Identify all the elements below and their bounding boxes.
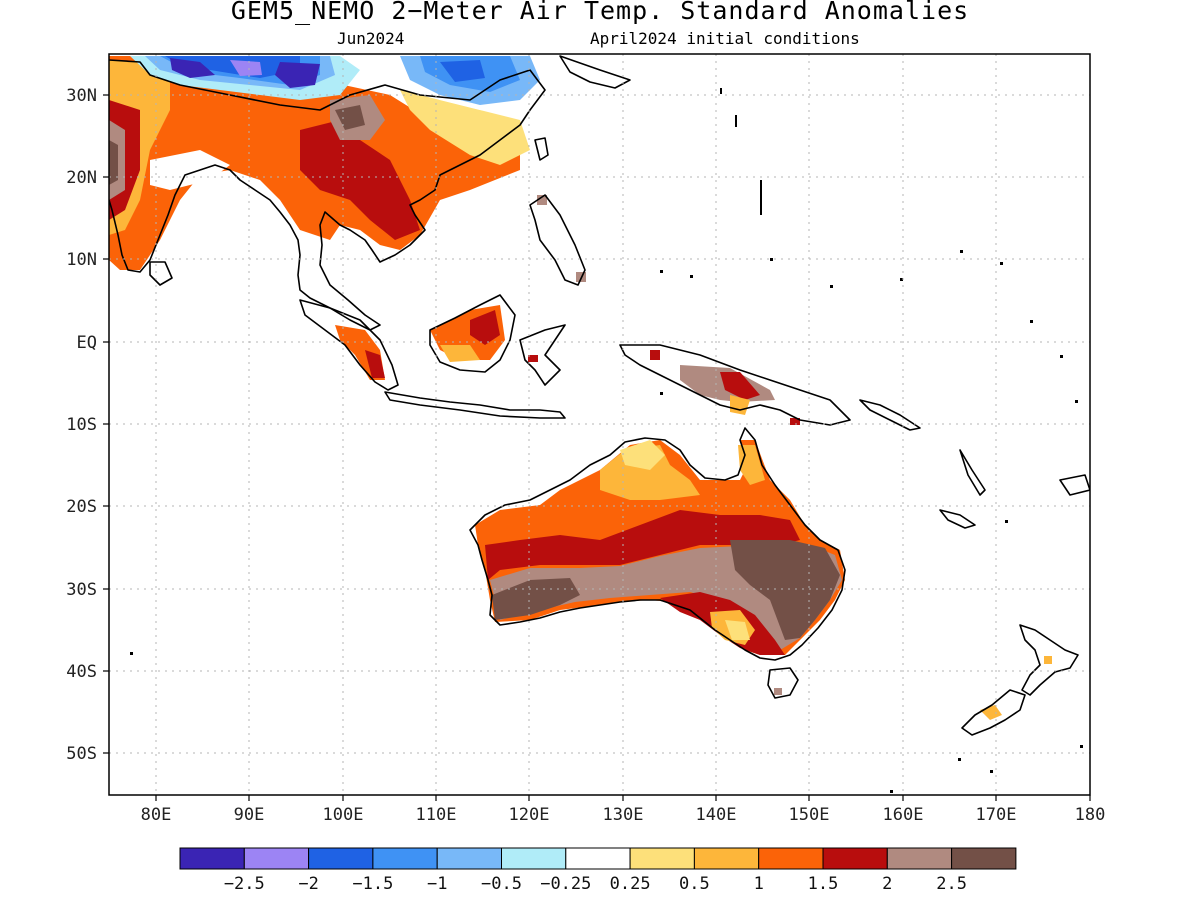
- colorbar-label: 1: [754, 874, 764, 894]
- map-title: GEM5_NEMO 2−Meter Air Temp. Standard Ano…: [230, 0, 970, 25]
- japan-coastline: [559, 55, 631, 89]
- vanuatu-coastline: [959, 449, 986, 496]
- colorbar-label: −2: [298, 874, 318, 894]
- longitude-labels: 80E 90E 100E 110E 120E 130E 140E 150E 16…: [141, 805, 1106, 825]
- sri-lanka-coastline: [149, 261, 173, 286]
- colorbar: [179, 847, 1017, 870]
- new-caledonia-coastline: [939, 509, 976, 529]
- colorbar-swatch: [822, 847, 888, 870]
- colorbar-label: −1.5: [352, 874, 393, 894]
- lon-tick-label: 160E: [883, 805, 924, 825]
- lon-tick-label: 80E: [141, 805, 172, 825]
- colorbar-swatch: [693, 847, 760, 870]
- java-coastline: [384, 391, 566, 419]
- lat-tick-label: EQ: [77, 333, 97, 353]
- lat-tick-label: 30S: [66, 580, 97, 600]
- tasmania-coastline: [767, 667, 799, 699]
- colorbar-labels: −2.5 −2 −1.5 −1 −0.5 −0.25 0.25 0.5 1 1.5 2 2.5: [224, 874, 967, 894]
- colorbar-label: −0.5: [481, 874, 522, 894]
- colorbar-swatch: [951, 847, 1017, 870]
- lat-tick-label: 10N: [66, 250, 97, 270]
- colorbar-swatch: [565, 847, 631, 870]
- colorbar-swatch: [308, 847, 374, 870]
- colorbar-label: −1: [427, 874, 447, 894]
- colorbar-label: 1.5: [808, 874, 839, 894]
- colorbar-swatch: [372, 847, 438, 870]
- colorbar-label: 2.5: [936, 874, 967, 894]
- new-guinea-coastline: [619, 344, 851, 426]
- lat-tick-label: 20S: [66, 497, 97, 517]
- small-islands: [130, 88, 1083, 793]
- colorbar-swatch: [758, 847, 824, 870]
- axis-tick-marks: [103, 94, 1091, 801]
- lon-tick-label: 180: [1075, 805, 1106, 825]
- anomaly-shading-australia: [475, 440, 1052, 720]
- colorbar-swatch: [886, 847, 953, 870]
- sumatra-coastline: [299, 299, 399, 391]
- sulawesi-coastline: [519, 324, 566, 386]
- colorbar-label: −2.5: [224, 874, 265, 894]
- map-plot-area: [109, 54, 1090, 795]
- initial-conditions-label: April2024 initial conditions: [590, 29, 860, 48]
- coastlines: [109, 55, 1090, 736]
- lat-lon-grid: [109, 54, 1090, 795]
- lon-tick-label: 170E: [976, 805, 1017, 825]
- solomon-islands-coastline: [859, 399, 921, 431]
- philippines-coastline: [529, 194, 586, 286]
- new-zealand-north-coastline: [1019, 624, 1079, 696]
- lon-tick-label: 90E: [234, 805, 265, 825]
- fiji-coastline: [1059, 474, 1090, 496]
- lat-tick-label: 50S: [66, 744, 97, 764]
- australia-coastline: [469, 427, 846, 661]
- lon-tick-label: 100E: [323, 805, 364, 825]
- lon-tick-label: 150E: [789, 805, 830, 825]
- anomaly-shading-asia: [109, 56, 800, 425]
- taiwan-coastline: [534, 137, 549, 161]
- lon-tick-label: 130E: [603, 805, 644, 825]
- colorbar-swatch: [243, 847, 310, 870]
- colorbar-label: −0.25: [540, 874, 591, 894]
- lat-tick-label: 40S: [66, 662, 97, 682]
- lon-tick-label: 140E: [696, 805, 737, 825]
- lon-tick-label: 110E: [416, 805, 457, 825]
- lat-tick-label: 20N: [66, 168, 97, 188]
- colorbar-label: 2: [882, 874, 892, 894]
- asia-coastline: [109, 59, 546, 331]
- borneo-coastline: [429, 294, 516, 373]
- lon-tick-label: 120E: [509, 805, 550, 825]
- lat-tick-label: 10S: [66, 415, 97, 435]
- forecast-month: Jun2024: [337, 29, 405, 48]
- colorbar-label: 0.5: [679, 874, 710, 894]
- colorbar-swatch: [436, 847, 503, 870]
- colorbar-swatch: [501, 847, 567, 870]
- colorbar-swatch: [179, 847, 245, 870]
- colorbar-label: 0.25: [610, 874, 651, 894]
- colorbar-swatch: [629, 847, 695, 870]
- lat-tick-label: 30N: [66, 86, 97, 106]
- new-zealand-south-coastline: [961, 689, 1026, 736]
- latitude-labels: 30N 20N 10N EQ 10S 20S 30S 40S 50S: [66, 86, 97, 764]
